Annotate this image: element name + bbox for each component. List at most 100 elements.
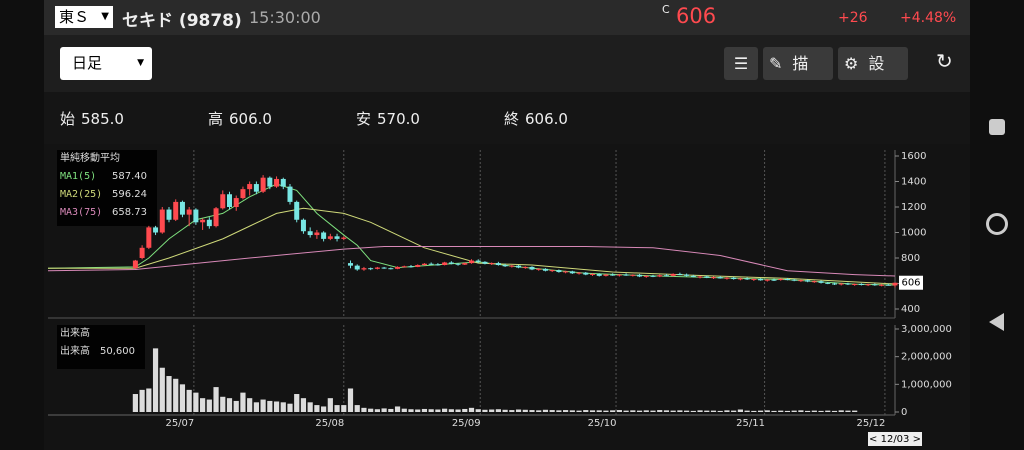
volume-bar <box>381 408 387 412</box>
volume-bar <box>146 388 152 412</box>
candle-body <box>771 279 777 281</box>
period: 日足 <box>72 54 103 72</box>
x-tick-label: 25/10 <box>588 418 617 429</box>
home-button[interactable] <box>986 213 1008 235</box>
candle-body <box>462 263 468 265</box>
ma-line <box>47 246 896 277</box>
x-tick-label: 25/09 <box>452 418 481 429</box>
change-pct: +4.48% <box>900 10 957 26</box>
volume-bar <box>307 402 313 412</box>
period-select[interactable]: 日足 ▼ <box>60 47 152 80</box>
ohlc-item: 高 606.0 <box>208 108 272 129</box>
candle-body <box>576 272 582 274</box>
volume-bar <box>421 408 428 412</box>
volume-bar <box>280 402 286 412</box>
draw-button[interactable]: ✎描画 <box>763 47 833 80</box>
candle-body <box>227 194 232 207</box>
volume-bar <box>509 410 515 412</box>
candle-body <box>442 262 448 266</box>
candle-body <box>448 262 454 264</box>
volume-bar <box>415 409 421 412</box>
candle-body <box>502 265 508 267</box>
candle-body <box>536 268 542 270</box>
candle-body <box>388 268 394 270</box>
volume-bar <box>462 408 468 412</box>
candle-body <box>529 266 535 270</box>
candle-body <box>186 209 192 215</box>
y-tick-label: 400 <box>901 304 920 315</box>
y-tick-label: 1600 <box>901 151 926 162</box>
candle-body <box>321 232 327 239</box>
candle-body <box>832 283 837 285</box>
candle-body <box>482 261 488 264</box>
volume-bar <box>663 410 670 412</box>
left-margin <box>0 0 44 450</box>
volume-bar <box>482 409 488 412</box>
volume-bar <box>468 407 475 412</box>
candle-body <box>798 280 804 282</box>
candle-body <box>395 266 401 269</box>
y-tick-label: 1200 <box>901 202 926 213</box>
volume-bar <box>616 410 622 412</box>
volume-bar <box>791 410 797 412</box>
volume-bar <box>670 410 676 412</box>
back-button[interactable] <box>989 313 1004 331</box>
market-select[interactable]: 東Ｓ ▼ <box>55 6 113 28</box>
candle-body <box>717 277 723 279</box>
cursor-date-box <box>868 432 922 446</box>
candle-body <box>300 219 306 232</box>
volume-bar <box>610 410 616 412</box>
candle-body <box>274 178 280 187</box>
candle-body <box>516 265 522 268</box>
volume-bar <box>710 410 717 412</box>
candle-body <box>287 186 293 202</box>
candle-body <box>200 219 206 223</box>
volume-bar <box>757 410 764 412</box>
candle-body <box>233 198 239 207</box>
volume-bar <box>442 408 448 412</box>
volume-bar <box>401 408 407 412</box>
indicator-button[interactable]: ☰ <box>724 47 758 80</box>
volume-bar <box>838 410 844 412</box>
volume-bar <box>549 410 555 412</box>
ma-line <box>48 207 896 285</box>
refresh-button[interactable]: ↻ <box>936 49 953 73</box>
candle-body <box>307 231 313 236</box>
volume-bar <box>522 409 528 412</box>
volume-bar <box>152 348 159 412</box>
candle-body <box>206 219 212 227</box>
volume-bar <box>300 398 307 412</box>
volume-bar <box>764 410 770 412</box>
price: 606 <box>676 4 717 28</box>
legend-name: MA3(75) <box>60 207 102 218</box>
y-tick-label: 1,000,000 <box>901 379 952 390</box>
candle-body <box>583 272 589 275</box>
last-price-tag <box>899 275 923 290</box>
candle-body <box>469 260 474 264</box>
recent-button[interactable] <box>989 119 1005 135</box>
volume-bar <box>166 376 172 412</box>
candle-body <box>435 264 441 266</box>
volume-bar <box>159 367 165 412</box>
volume-bar <box>811 410 817 412</box>
volume-bar <box>428 409 434 412</box>
volume-bar <box>744 410 750 412</box>
candle-body <box>489 263 495 265</box>
volume-bar <box>603 410 609 412</box>
candle-body <box>643 275 649 277</box>
volume-bar <box>704 410 710 412</box>
candle-body <box>650 275 656 277</box>
volume-bar <box>260 399 266 412</box>
candle-body <box>542 268 548 271</box>
volume-bar <box>294 394 300 412</box>
candle-body <box>374 267 380 269</box>
volume-bar <box>650 410 656 412</box>
volume-bar <box>193 392 199 412</box>
volume-bar <box>321 406 327 412</box>
candle-body <box>253 184 259 192</box>
settings-button[interactable]: ⚙設定 <box>838 47 908 80</box>
chart: 25/0725/0825/0925/1025/1125/124006008001… <box>47 150 952 446</box>
volume-bar <box>529 410 535 412</box>
volume-bar <box>596 410 602 412</box>
volume-legend-label: 出来高 <box>60 344 90 357</box>
